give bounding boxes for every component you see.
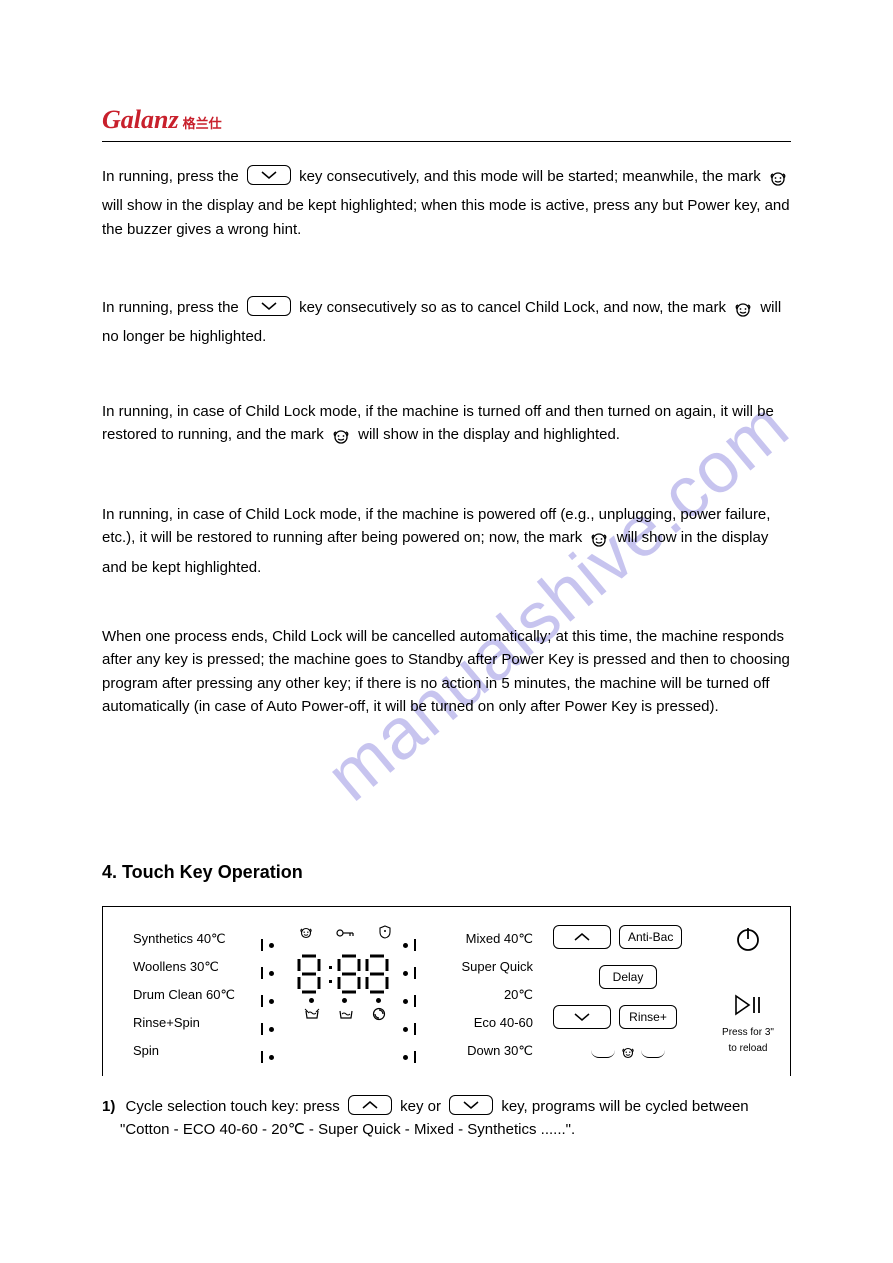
program-item: Drum Clean 60℃ [133,981,235,1009]
program-item: 20℃ [438,981,533,1009]
indicator-dots-left [261,931,274,1071]
spin-icon [372,1007,386,1026]
indicator-dots-right [403,931,416,1071]
program-item: Rinse+Spin [133,1009,235,1037]
child-face-icon [769,169,787,194]
caption-1: 1) Cycle selection touch key: press key … [102,1095,791,1142]
rinse-icon [338,1007,354,1026]
program-item: Woollens 30℃ [133,953,235,981]
paragraph-3: In running, in case of Child Lock mode, … [102,400,791,453]
child-face-icon [332,427,350,452]
paragraph-2: In running, press the key consecutively … [102,296,791,349]
program-item: Super Quick [438,953,533,981]
program-item: Synthetics 40℃ [133,925,235,953]
p2-b: key consecutively so as to cancel Child … [299,299,730,316]
caption-num: 1) [102,1095,115,1118]
program-item: Mixed 40℃ [438,925,533,953]
child-face-icon [590,530,608,555]
seven-segment-display [291,948,399,1000]
child-face-icon [621,1045,635,1062]
child-face-icon [299,925,313,944]
rinse-plus-button[interactable]: Rinse+ [619,1005,677,1029]
power-button[interactable] [718,925,778,958]
p1-b: key consecutively, and this mode will be… [299,168,765,185]
delay-button[interactable]: Delay [599,965,657,989]
program-item: Down 30℃ [438,1037,533,1065]
p1-c: will show in the display and be kept hig… [102,197,790,237]
up-key-icon [348,1095,392,1115]
anti-bac-button[interactable]: Anti-Bac [619,925,682,949]
brand-logo: Galanz [102,105,179,134]
down-button[interactable] [553,1005,611,1029]
paragraph-1: In running, press the key consecutively,… [102,165,791,241]
child-lock-bracket [553,1045,703,1062]
shield-icon [379,925,391,944]
p2-a: In running, press the [102,299,243,316]
p1-a: In running, press the [102,168,243,185]
wash-icon [304,1007,320,1026]
button-column: Anti-Bac Delay Rinse+ [553,925,703,1062]
caption-1c: key, programs will be cycled between [501,1098,748,1115]
lock-key-icon [336,925,356,944]
section-heading: 4. Touch Key Operation [102,862,303,883]
caption-1b: key or [400,1098,445,1115]
down-key-icon [247,296,291,316]
center-display [291,925,399,1026]
brand-logo-cn: 格兰仕 [183,116,222,131]
p3-b: will show in the display and highlighted… [358,426,620,443]
caption-line2: "Cotton - ECO 40-60 - 20℃ - Super Quick … [102,1118,791,1141]
paragraph-5: When one process ends, Child Lock will b… [102,625,791,718]
paragraph-4: In running, in case of Child Lock mode, … [102,503,791,579]
caption-1a: Cycle selection touch key: press [126,1098,344,1115]
up-button[interactable] [553,925,611,949]
program-item: Eco 40-60 [438,1009,533,1037]
child-face-icon [734,300,752,325]
header-row: Galanz 格兰仕 [102,105,791,142]
play-pause-button[interactable] [718,992,778,1023]
down-key-icon [449,1095,493,1115]
program-item: Spin [133,1037,235,1065]
control-panel-diagram: Synthetics 40℃ Woollens 30℃ Drum Clean 6… [102,906,791,1076]
program-list-right: Mixed 40℃ Super Quick 20℃ Eco 40-60 Down… [438,925,533,1065]
play-caption-1: Press for 3" [718,1027,778,1039]
down-key-icon [247,165,291,185]
play-caption-2: to reload [718,1043,778,1055]
program-list-left: Synthetics 40℃ Woollens 30℃ Drum Clean 6… [133,925,235,1065]
right-column: Press for 3" to reload [718,925,778,1055]
